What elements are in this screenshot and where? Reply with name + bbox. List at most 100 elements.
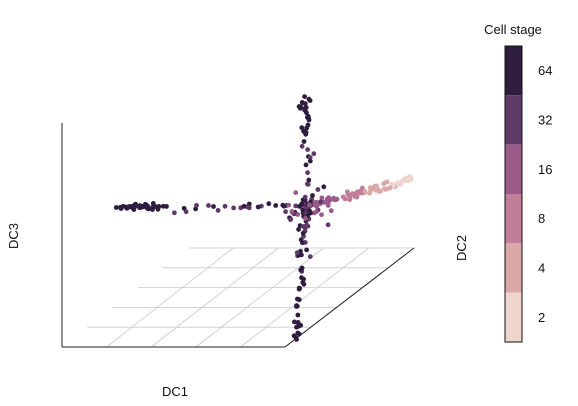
data-point (222, 203, 228, 209)
data-point (315, 187, 321, 192)
data-point (381, 181, 386, 187)
data-point (372, 183, 378, 189)
data-point (306, 177, 312, 183)
data-point (211, 204, 216, 209)
data-point (132, 202, 138, 208)
data-point (319, 195, 325, 201)
data-point (299, 143, 305, 149)
data-point (306, 117, 312, 123)
data-point (303, 216, 308, 221)
legend-swatch-64 (505, 46, 522, 96)
legend-swatch-4 (505, 243, 522, 293)
data-point (358, 190, 364, 196)
data-point (373, 187, 379, 193)
data-point (150, 207, 155, 212)
data-point (295, 330, 301, 336)
data-point (289, 209, 295, 214)
data-point (347, 197, 352, 203)
data-point (181, 205, 187, 211)
legend-tick-label: 4 (538, 261, 545, 276)
legend-swatch-32 (505, 95, 522, 145)
grid-line (106, 247, 234, 348)
data-point (280, 202, 286, 208)
data-point (303, 162, 309, 168)
data-point (299, 201, 305, 207)
data-point (302, 107, 308, 113)
floor-grid (87, 247, 415, 348)
legend-tick-label: 8 (538, 211, 545, 226)
data-point (346, 193, 352, 199)
data-point (299, 265, 305, 271)
data-point (206, 203, 211, 208)
data-point (311, 210, 317, 216)
legend-colorbar: 64 32 16 8 4 2 (504, 45, 552, 343)
data-point (288, 217, 293, 223)
data-point (300, 280, 306, 285)
data-point (321, 184, 327, 190)
data-point (302, 94, 307, 99)
data-point (300, 240, 305, 246)
data-point (296, 104, 302, 109)
data-point (406, 174, 412, 180)
data-point (306, 96, 312, 102)
legend-swatch-8 (505, 194, 522, 244)
data-point (297, 323, 303, 328)
data-point (286, 202, 292, 208)
data-point (293, 190, 299, 196)
data-point (305, 182, 311, 187)
data-point (266, 201, 272, 207)
data-point (215, 208, 221, 213)
grid-line (150, 247, 279, 348)
data-point (292, 319, 297, 325)
data-point (295, 212, 301, 217)
legend-tick-label: 2 (538, 310, 545, 325)
data-point (319, 212, 324, 218)
data-point (305, 147, 310, 153)
data-point (302, 101, 308, 106)
data-point (255, 204, 261, 210)
data-point (160, 203, 166, 209)
data-point (310, 193, 315, 198)
data-point (345, 189, 350, 195)
data-point (367, 185, 373, 191)
data-point (325, 222, 331, 228)
data-point (307, 158, 313, 164)
data-point (300, 230, 306, 236)
data-point (293, 203, 299, 209)
legend-swatch-2 (505, 292, 522, 342)
data-point (124, 205, 130, 211)
data-point (383, 187, 388, 192)
grid-line (240, 247, 370, 348)
data-point (304, 222, 310, 228)
data-point (304, 125, 310, 131)
data-point (294, 250, 300, 256)
data-point (299, 125, 305, 131)
data-point (137, 205, 142, 211)
legend-tick-label: 64 (538, 63, 552, 78)
data-point (283, 209, 288, 215)
z-axis-label: DC3 (6, 223, 21, 249)
data-point (301, 139, 307, 144)
data-point (311, 151, 317, 157)
data-point (304, 247, 309, 253)
grid-line (195, 247, 324, 348)
y-axis-label: DC2 (454, 235, 469, 261)
data-point (387, 185, 393, 191)
data-point (314, 204, 319, 209)
data-point (241, 203, 247, 209)
data-point (318, 199, 324, 205)
data-point (367, 190, 372, 196)
legend-title: Cell stage (484, 22, 542, 37)
data-point (194, 203, 199, 208)
color-legend: Cell stage 64 32 16 8 4 2 (484, 22, 552, 343)
data-point (295, 312, 301, 318)
axis-line-dc2 (284, 247, 415, 348)
legend-swatch-16 (505, 144, 522, 194)
data-point (307, 254, 313, 259)
data-point (294, 303, 299, 308)
data-point (118, 205, 123, 210)
data-point (297, 285, 303, 291)
data-point (340, 194, 346, 200)
data-point (295, 296, 300, 302)
